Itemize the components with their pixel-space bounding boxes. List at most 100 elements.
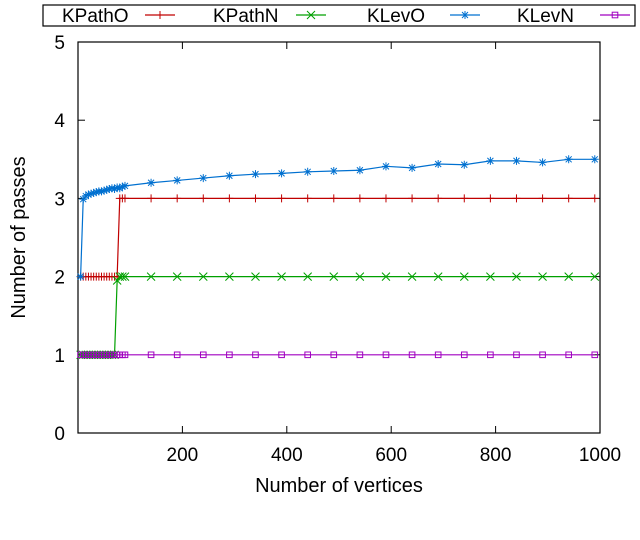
legend-item: KPathN [213,6,326,27]
data-point [251,194,260,203]
data-point [330,351,338,359]
data-point [147,194,156,203]
data-point [173,351,181,359]
data-point [147,178,156,187]
data-point [407,272,417,281]
data-point [173,176,182,185]
series-line [80,197,595,278]
data-point [486,272,495,281]
data-point [198,272,208,281]
data-point [87,189,96,198]
data-point [120,181,129,190]
data-point [486,194,495,203]
legend: KPathO KPathN KLevO KLevN [62,6,630,27]
data-point [110,185,119,194]
data-point [105,185,114,194]
data-point [112,276,122,285]
data-point [538,158,547,167]
data-point [564,194,573,203]
data-point [120,194,129,203]
data-point [277,194,286,203]
data-point [513,351,520,359]
y-tick-label: 0 [54,424,65,445]
data-point [564,155,573,164]
y-tick-label: 4 [54,111,65,132]
x-tick-label: 600 [375,445,407,466]
data-point [225,171,234,180]
data-point [590,272,600,281]
data-point [381,162,390,171]
data-point [408,351,416,359]
data-point [512,272,521,281]
data-point [156,11,164,19]
data-point [487,351,494,359]
data-point [460,194,469,203]
x-tick-label: 200 [167,445,199,466]
data-point [591,351,599,359]
data-point [120,272,130,281]
data-point [251,272,260,281]
y-tick-label: 5 [54,33,65,54]
data-point [277,272,286,281]
axis-ticks: 0 1 2 3 4 5 200 400 600 800 1000 [54,33,621,466]
data-point [225,272,234,281]
legend-item: KLevN [517,6,630,27]
data-point [355,272,365,281]
data-point [512,194,521,203]
series-line [80,158,595,277]
plot-frame [77,41,601,434]
data-point [226,351,233,359]
data-point [538,194,547,203]
data-point [460,351,468,359]
data-point [304,351,311,359]
data-point [434,159,443,168]
data-point [84,190,93,199]
data-point [97,187,106,196]
y-tick-label: 1 [54,346,65,367]
x-tick-label: 400 [271,445,303,466]
data-point [146,272,156,281]
legend-item: KLevO [367,6,480,27]
legend-label: KLevN [517,6,574,27]
legend-box [42,4,636,27]
y-tick-label: 3 [54,189,65,210]
data-point [329,194,338,203]
data-point [355,194,364,203]
data-point [539,351,546,359]
legend-label: KPathO [62,6,129,27]
legend-label: KPathN [213,6,278,27]
data-point [115,184,124,193]
data-point [356,351,364,359]
data-point [329,272,339,281]
series-kpatho [76,194,599,281]
data-point [92,188,101,197]
data-point [459,272,469,281]
data-point [306,10,316,20]
data-point [173,194,182,203]
data-point [460,160,469,169]
data-point [89,188,98,197]
data-point [564,272,574,281]
data-point [100,186,109,195]
data-point [303,194,312,203]
data-point [486,156,495,165]
data-point [118,182,127,191]
series-kpathn [76,272,600,360]
x-axis-title: Number of vertices [255,475,423,497]
data-point [329,167,338,176]
data-point [118,272,127,281]
data-point [277,169,286,178]
data-point [538,272,547,281]
data-point [107,184,116,193]
data-point [512,156,521,165]
data-point [590,155,599,164]
series-layer [76,155,600,360]
legend-item: KPathO [62,6,175,27]
data-point [355,166,364,175]
data-point [121,351,129,359]
data-point [199,351,207,359]
data-point [611,11,619,19]
data-point [433,272,443,281]
data-point [102,185,111,194]
